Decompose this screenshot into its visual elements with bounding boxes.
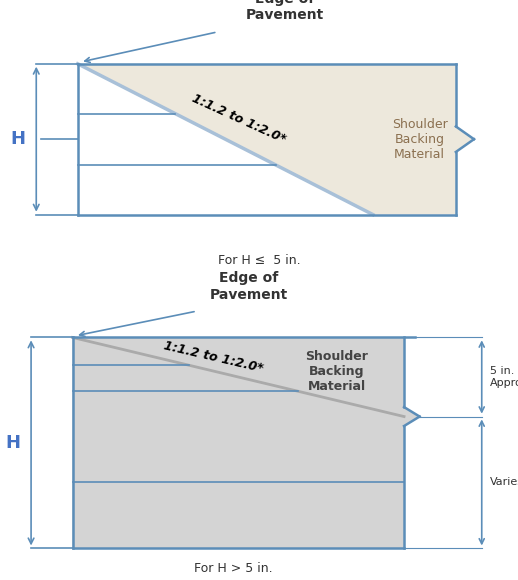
Text: 1:1.2 to 1:2.0*: 1:1.2 to 1:2.0* xyxy=(190,92,287,146)
Text: 1:1.2 to 1:2.0*: 1:1.2 to 1:2.0* xyxy=(163,339,265,375)
Polygon shape xyxy=(78,64,474,215)
Text: For H ≤  5 in.: For H ≤ 5 in. xyxy=(218,255,300,267)
Text: Varies: Varies xyxy=(490,477,518,487)
Text: H: H xyxy=(11,130,25,148)
Text: H: H xyxy=(6,434,20,452)
Text: For H > 5 in.: For H > 5 in. xyxy=(194,561,272,575)
Text: 5 in.
Approx.: 5 in. Approx. xyxy=(490,366,518,388)
Text: Shoulder
Backing
Material: Shoulder Backing Material xyxy=(305,350,368,393)
Polygon shape xyxy=(73,338,420,548)
Text: Edge of
Pavement: Edge of Pavement xyxy=(209,271,288,302)
Text: Shoulder
Backing
Material: Shoulder Backing Material xyxy=(392,118,448,161)
Polygon shape xyxy=(73,338,420,548)
Text: Edge of
Pavement: Edge of Pavement xyxy=(246,0,324,22)
